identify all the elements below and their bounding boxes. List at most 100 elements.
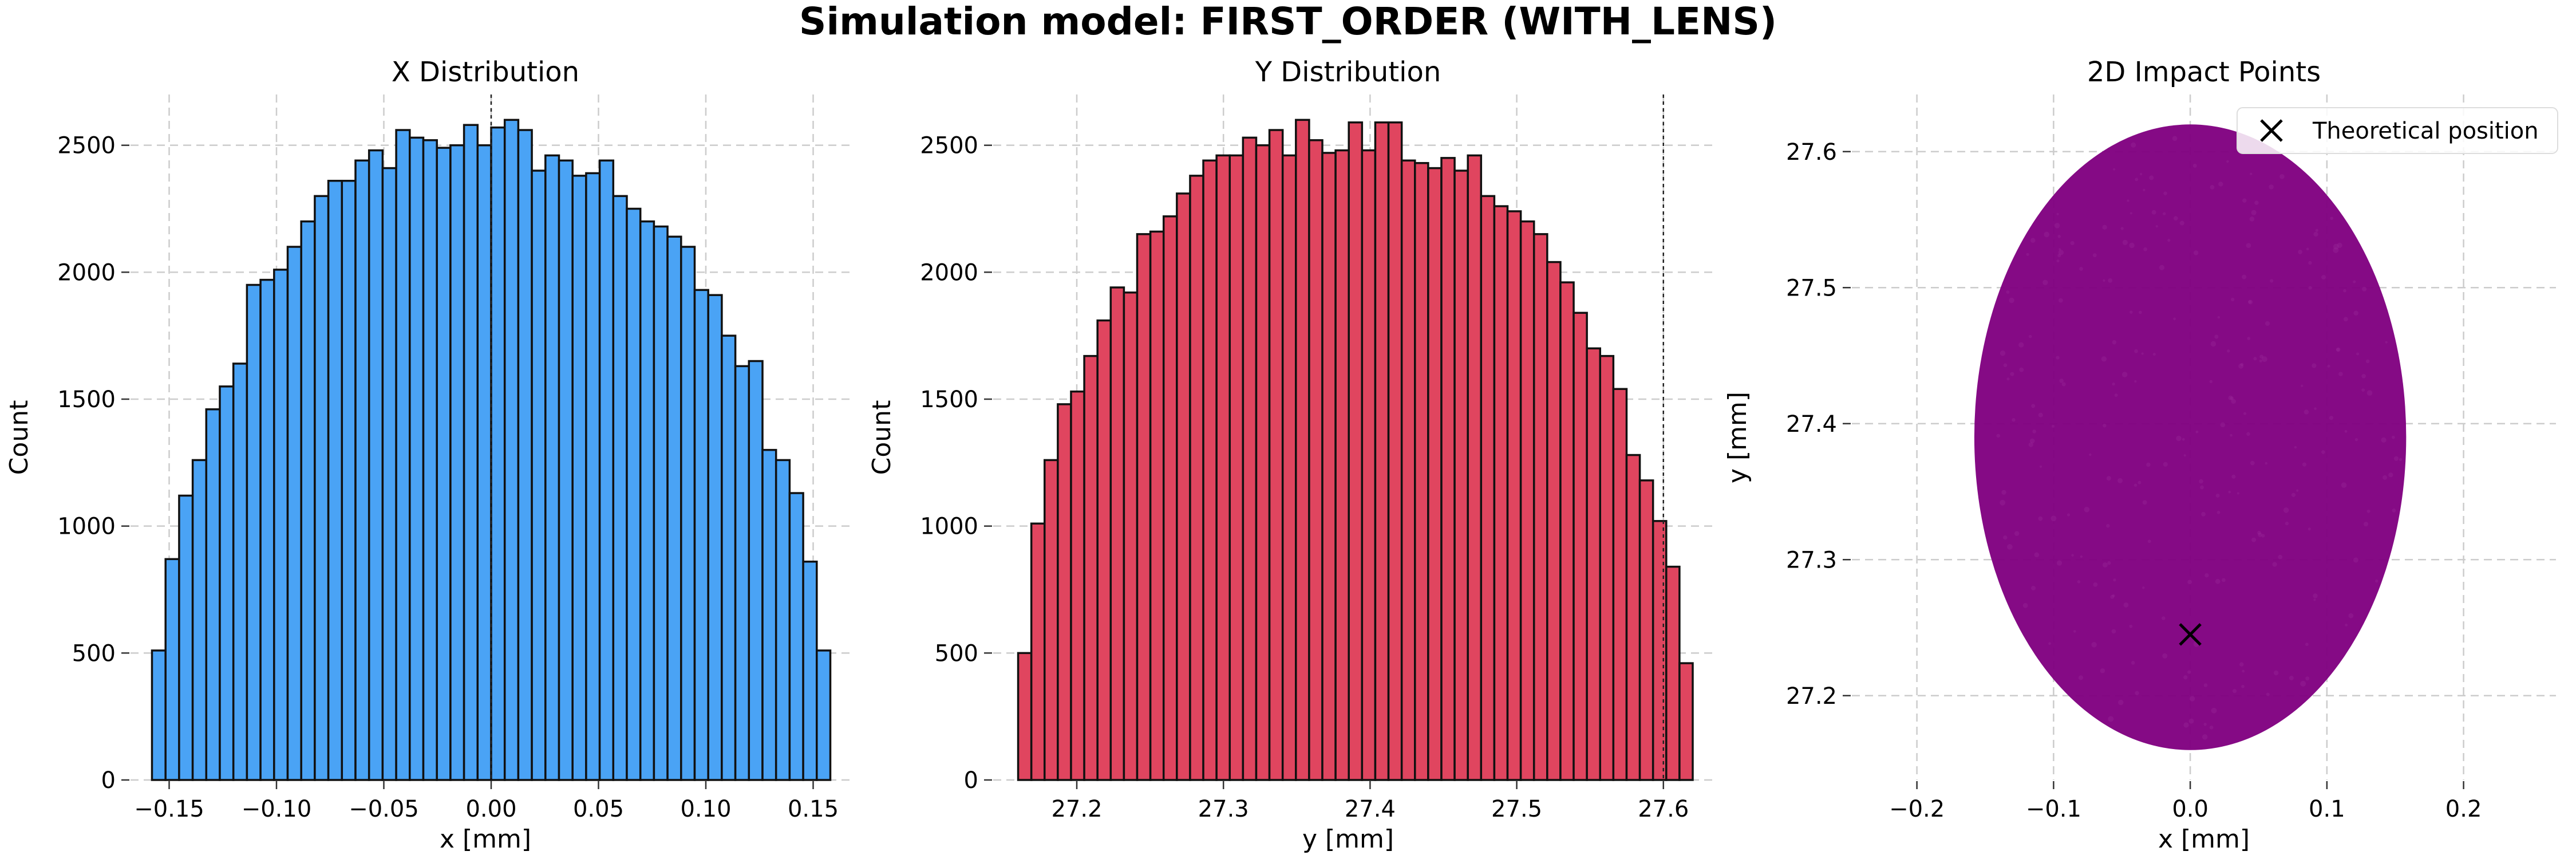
- histogram-bar: [1493, 205, 1509, 781]
- impact-points-xlabel: x [mm]: [2158, 825, 2250, 854]
- histogram-bar: [490, 126, 506, 781]
- histogram-bar: [734, 365, 750, 781]
- histogram-bar: [1162, 215, 1178, 781]
- impact-point: [2067, 513, 2071, 517]
- histogram-bar: [1480, 195, 1496, 781]
- histogram-bar: [205, 408, 221, 781]
- impact-point: [2246, 243, 2251, 249]
- impact-point: [2301, 384, 2304, 387]
- impact-point: [2038, 412, 2043, 417]
- impact-point: [2034, 552, 2040, 558]
- impact-point: [2217, 316, 2221, 319]
- histogram-bar: [164, 558, 180, 781]
- histogram-bar: [191, 459, 208, 781]
- impact-point: [2313, 598, 2316, 601]
- impact-point: [2140, 173, 2143, 176]
- impact-point: [2051, 424, 2055, 428]
- impact-point: [2182, 438, 2185, 441]
- impact-point: [2242, 669, 2245, 673]
- impact-point: [2000, 350, 2006, 356]
- x-tick-label: 0.10: [680, 796, 731, 822]
- impact-point: [2215, 578, 2221, 584]
- impact-point: [2393, 456, 2399, 461]
- y-tick-label: 1000: [920, 514, 978, 540]
- x-distribution-ylabel: Count: [5, 400, 34, 475]
- impact-point: [2298, 250, 2303, 254]
- impact-point: [2261, 356, 2267, 362]
- impact-point: [2304, 409, 2309, 415]
- impact-point: [2278, 554, 2283, 559]
- impact-point: [2122, 239, 2128, 245]
- impact-point: [2254, 200, 2259, 205]
- impact-point: [2266, 692, 2270, 696]
- impact-point: [2242, 198, 2247, 203]
- impact-point: [2220, 422, 2226, 428]
- y-distribution-title: Y Distribution: [1255, 56, 1441, 88]
- impact-point: [2040, 465, 2042, 468]
- x-tick-label: 27.6: [1638, 796, 1689, 822]
- impact-point: [2209, 380, 2213, 384]
- histogram-bar: [1228, 154, 1244, 781]
- histogram-bar: [1573, 312, 1588, 781]
- impact-point: [2336, 347, 2341, 352]
- x-distribution-title: X Distribution: [392, 56, 579, 88]
- histogram-bar: [1625, 454, 1641, 781]
- histogram-bar: [503, 119, 520, 781]
- impact-point: [2265, 462, 2268, 465]
- impact-point: [2112, 594, 2115, 597]
- y-tick-label: 2500: [57, 133, 116, 159]
- y-tick-label: 500: [935, 640, 978, 667]
- histogram-bar: [449, 144, 465, 781]
- impact-point: [2209, 725, 2214, 730]
- impact-point: [2361, 373, 2366, 379]
- impact-point: [2308, 527, 2311, 531]
- impact-point: [2142, 500, 2147, 505]
- impact-point: [2388, 472, 2393, 478]
- impact-point: [2092, 253, 2097, 258]
- impact-point: [2077, 580, 2081, 584]
- histogram-bar: [1427, 167, 1443, 781]
- legend-label: Theoretical position: [2312, 118, 2539, 144]
- impact-point: [2129, 212, 2132, 215]
- y-tick-label: 27.5: [1786, 275, 1837, 301]
- y-tick-label: 0: [964, 767, 978, 794]
- impact-point: [2103, 279, 2105, 282]
- histogram-bar: [531, 170, 547, 781]
- impact-point: [2031, 404, 2036, 408]
- impact-point: [2057, 235, 2061, 238]
- x-distribution-panel: X Distribution −0.15 −0.10 −0.05 0.00 0.05 0.…: [5, 56, 852, 854]
- impact-point: [2054, 223, 2060, 228]
- impact-point: [2143, 188, 2146, 191]
- y-tick-label: 500: [72, 640, 116, 667]
- impact-point: [2192, 163, 2197, 168]
- histogram-bar: [1202, 159, 1218, 781]
- x-tick-label: −0.2: [1889, 796, 1945, 822]
- impact-point: [2285, 521, 2289, 526]
- impact-point: [2202, 734, 2208, 740]
- histogram-bar: [422, 139, 438, 781]
- histogram-bar: [286, 246, 302, 781]
- impact-point: [2151, 210, 2156, 215]
- x-distribution-ticks: −0.15 −0.10 −0.05 0.00 0.05 0.10 0.15 0 500 1000 1…: [57, 133, 839, 822]
- y-distribution-ticks: 27.2 27.3 27.4 27.5 27.6 0 500 1000 1500 2000 2500: [920, 133, 1689, 822]
- histogram-bar: [707, 294, 723, 781]
- impact-point: [2336, 348, 2340, 352]
- impact-point: [2058, 250, 2064, 255]
- impact-point: [2131, 661, 2135, 665]
- impact-point: [2321, 275, 2326, 280]
- histogram-bar: [612, 195, 628, 781]
- impact-point: [2103, 423, 2107, 428]
- impact-point: [2061, 382, 2066, 387]
- y-tick-label: 27.3: [1786, 547, 1837, 573]
- histogram-bar: [544, 154, 560, 781]
- impact-point-cloud: [1974, 124, 2407, 750]
- impact-point: [2399, 458, 2403, 461]
- histogram-bar: [1215, 154, 1231, 781]
- impact-point: [2270, 279, 2274, 283]
- impact-point: [2056, 259, 2060, 263]
- impact-point: [2296, 489, 2299, 492]
- impact-point: [2129, 310, 2133, 314]
- impact-point: [2210, 185, 2215, 190]
- y-tick-label: 27.6: [1786, 139, 1837, 166]
- impact-point: [2345, 623, 2348, 626]
